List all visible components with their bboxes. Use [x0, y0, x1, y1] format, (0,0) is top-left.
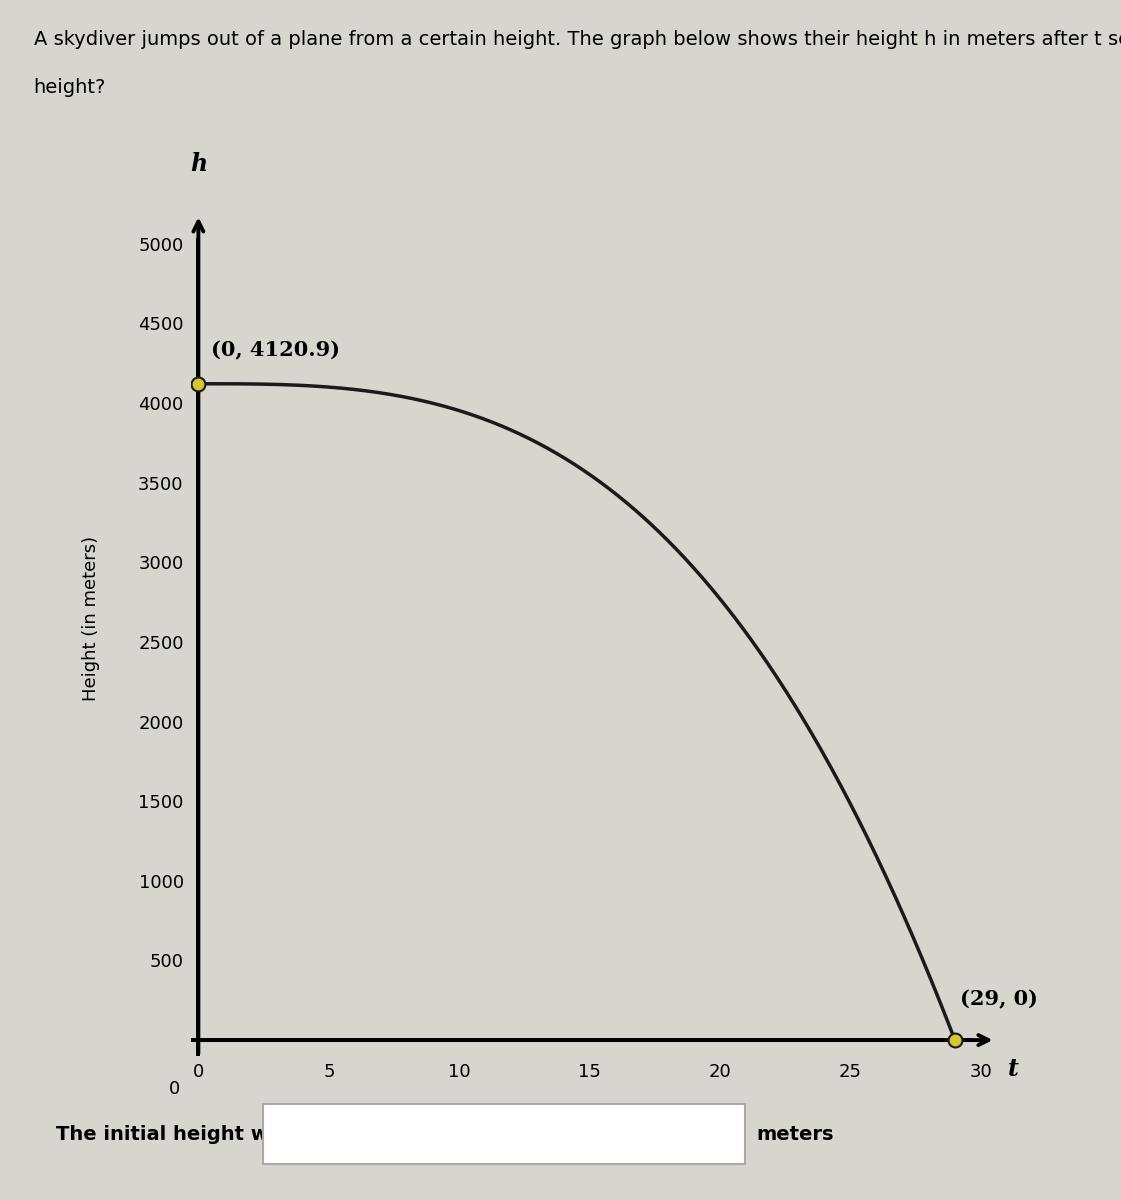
Point: [946, 1031, 964, 1050]
Point: [189, 374, 207, 394]
Text: A skydiver jumps out of a plane from a certain height. The graph below shows the: A skydiver jumps out of a plane from a c…: [34, 30, 1121, 49]
Text: 0: 0: [169, 1080, 180, 1098]
Text: The initial height was: The initial height was: [56, 1124, 294, 1144]
Text: (29, 0): (29, 0): [960, 989, 1038, 1009]
Text: Time (in seconds): Time (in seconds): [494, 1135, 716, 1157]
Text: (0, 4120.9): (0, 4120.9): [212, 341, 341, 361]
Text: h: h: [189, 151, 207, 175]
Text: meters: meters: [757, 1124, 834, 1144]
Text: t: t: [1008, 1057, 1019, 1081]
Text: height?: height?: [34, 78, 106, 97]
Text: Height (in meters): Height (in meters): [82, 535, 100, 701]
